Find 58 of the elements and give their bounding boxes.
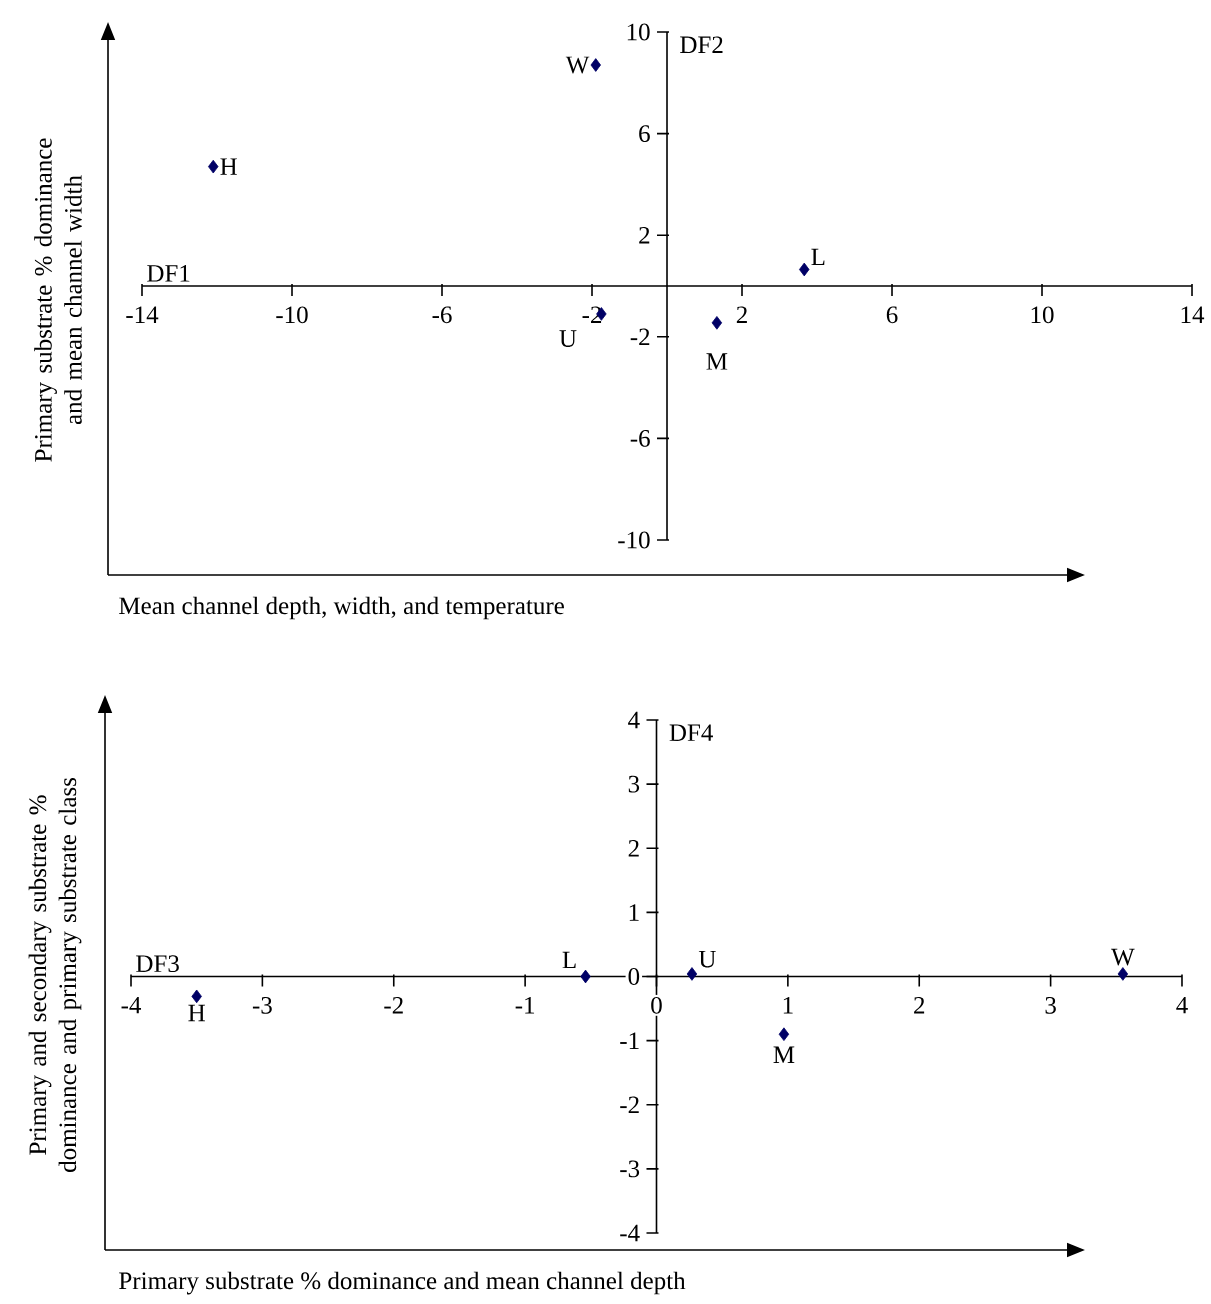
point xyxy=(590,58,601,72)
y-axis-title: Primary and secondary substrate % dominance and primary substrate class xyxy=(28,778,82,1172)
annotation: L xyxy=(811,248,825,266)
point xyxy=(711,316,723,330)
annotation: M xyxy=(706,353,728,370)
y-tick-label: -3 xyxy=(620,1160,640,1178)
x-tick-label: -1 xyxy=(515,996,535,1014)
y-tick-label: 10 xyxy=(627,23,650,41)
y-tick-label: -10 xyxy=(618,531,650,549)
annotation: U xyxy=(698,950,716,968)
point xyxy=(686,967,698,981)
y-tick-label: 4 xyxy=(628,711,640,729)
y-tick-label: -2 xyxy=(630,328,650,346)
y-tick-label: -1 xyxy=(620,1032,639,1049)
x-axis-title: Mean channel depth, width, and temperature xyxy=(119,596,564,620)
y-tick-label: 0 xyxy=(628,968,640,985)
x-tick-label: 2 xyxy=(736,306,747,323)
annotation: M xyxy=(773,1046,795,1063)
x-axis-title: Primary substrate % dominance and mean channel depth xyxy=(119,1271,686,1295)
annotation: DF1 xyxy=(147,265,190,282)
y-tick-label: -6 xyxy=(630,430,650,447)
y-tick-label: -4 xyxy=(620,1224,640,1242)
annotation: W xyxy=(565,56,590,74)
point xyxy=(799,262,810,277)
x-tick-label: 2 xyxy=(914,996,925,1014)
y-tick-label: 3 xyxy=(628,775,640,793)
annotation: H xyxy=(220,158,237,175)
point xyxy=(778,1027,790,1042)
x-tick-label: -2 xyxy=(384,996,403,1014)
annotation: W xyxy=(1111,948,1135,966)
y-tick-label: 1 xyxy=(629,904,639,921)
x-tick-label: 4 xyxy=(1176,996,1188,1014)
y-tick-label: 2 xyxy=(639,226,650,244)
point xyxy=(580,969,591,984)
x-tick-label: 6 xyxy=(886,306,898,324)
annotation: DF2 xyxy=(680,36,723,54)
point xyxy=(1117,967,1129,981)
x-tick-label: -10 xyxy=(276,306,308,324)
y-axis-title: Primary substrate % dominance and mean channel width xyxy=(34,138,82,462)
x-tick-label: 0 xyxy=(651,996,662,1014)
annotation: U xyxy=(559,330,577,347)
y-tick-label: -2 xyxy=(620,1096,639,1114)
x-tick-label: 14 xyxy=(1181,306,1205,323)
x-tick-label: -6 xyxy=(432,306,452,324)
annotation: DF3 xyxy=(136,955,179,973)
x-tick-label: 3 xyxy=(1045,996,1056,1014)
annotation: H xyxy=(188,1004,205,1022)
annotation: L xyxy=(562,951,576,969)
x-tick-label: 1 xyxy=(783,996,793,1014)
y-tick-label: 2 xyxy=(628,839,639,857)
annotation: DF4 xyxy=(669,724,713,741)
point xyxy=(191,989,202,1004)
x-tick-label: 10 xyxy=(1031,306,1054,324)
x-tick-label: -3 xyxy=(252,996,272,1014)
point xyxy=(208,159,219,174)
y-tick-label: 6 xyxy=(639,125,650,143)
x-tick-label: -4 xyxy=(121,996,142,1014)
x-tick-label: -14 xyxy=(126,306,159,323)
